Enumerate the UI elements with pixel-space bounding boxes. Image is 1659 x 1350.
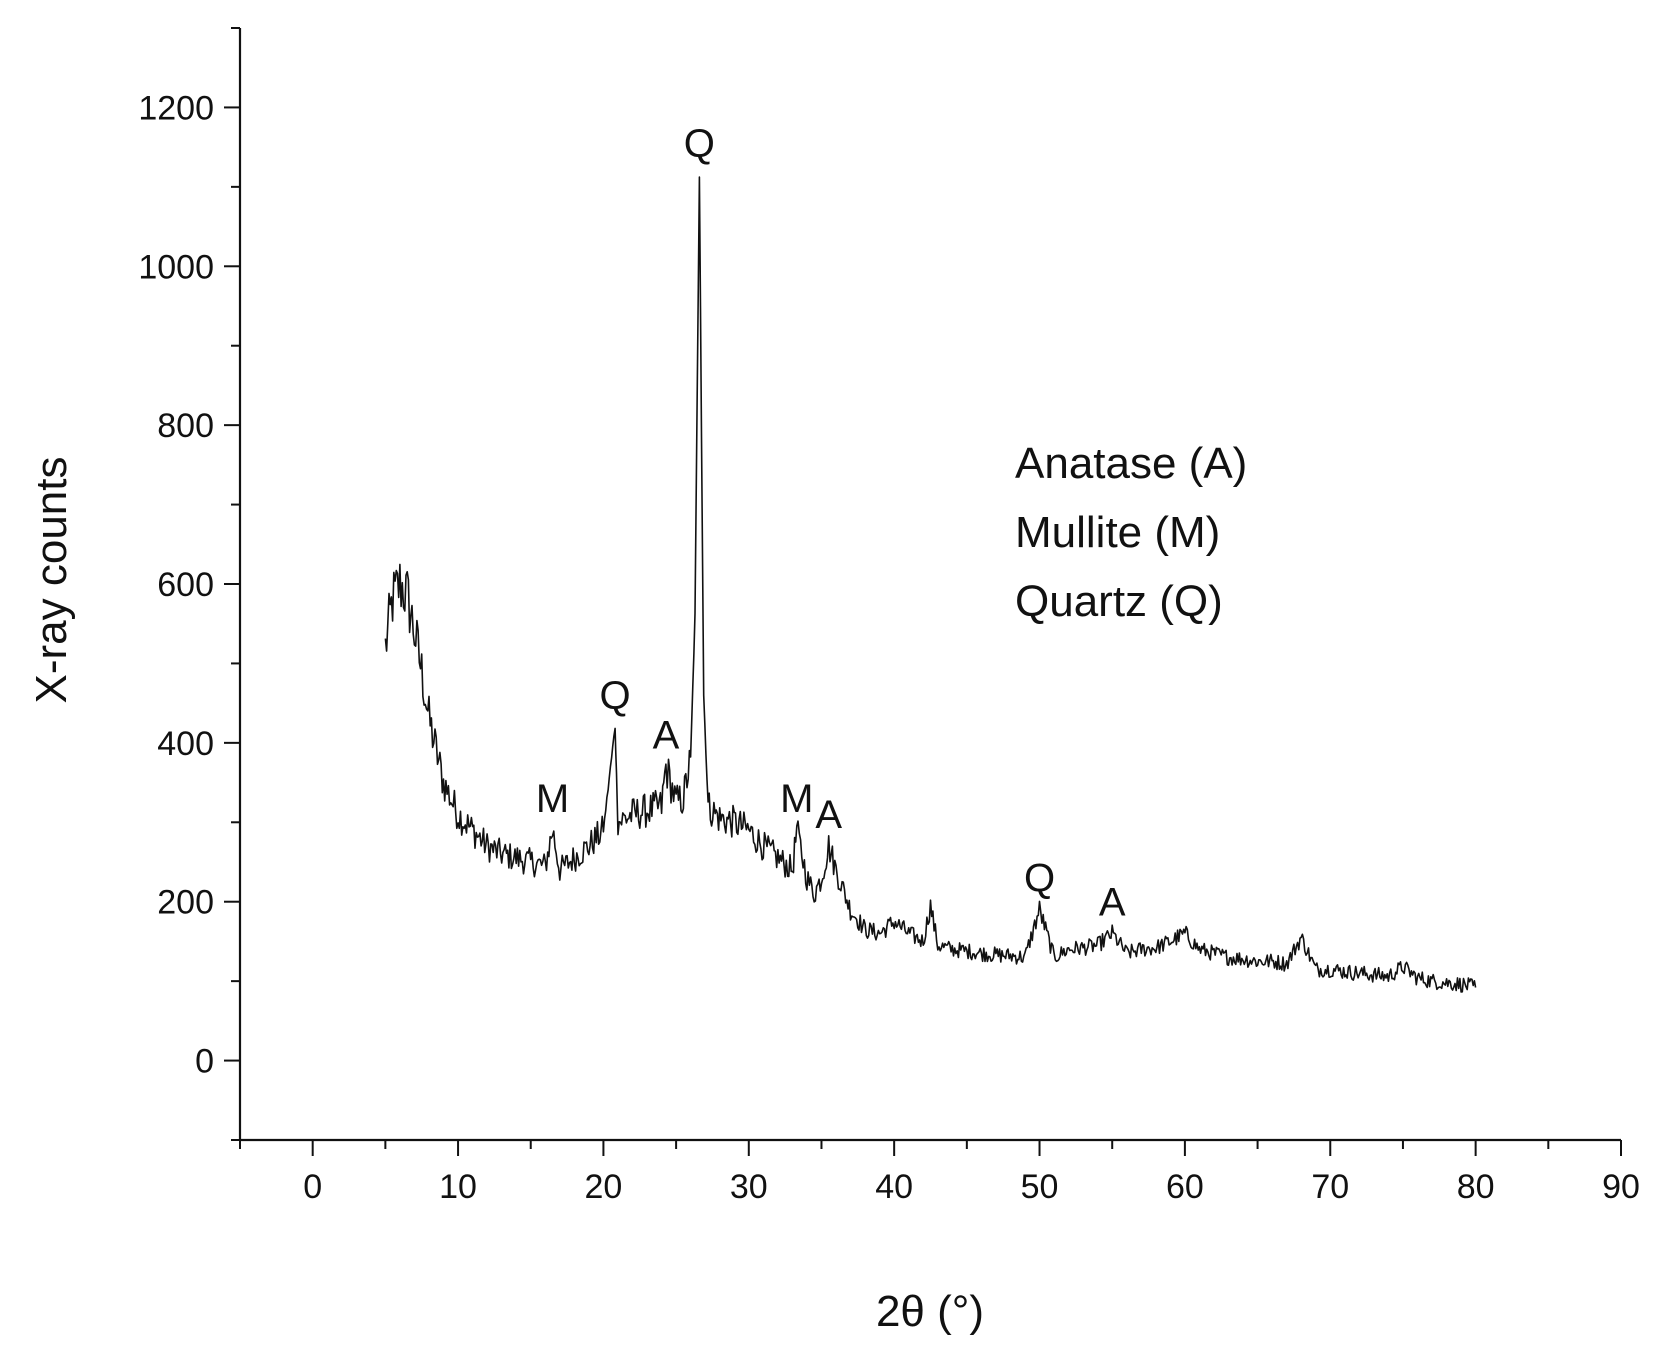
x-axis: 0 10 20 30 40 50 60 70 80 90 xyxy=(239,1138,1640,1206)
x-tick-label: 0 xyxy=(303,1168,322,1206)
peak-label: M xyxy=(780,777,813,821)
series-layer xyxy=(384,176,1477,993)
y-tick-label: 1200 xyxy=(138,89,214,127)
legend-entry-anatase: Anatase (A) xyxy=(1015,439,1247,488)
peak-label: A xyxy=(653,714,680,758)
peak-label: M xyxy=(536,777,569,821)
y-tick-label: 600 xyxy=(157,566,214,604)
x-tick-label: 80 xyxy=(1457,1168,1495,1206)
peak-label: Q xyxy=(684,122,715,166)
legend-entry-quartz: Quartz (Q) xyxy=(1015,577,1223,626)
peak-label: Q xyxy=(599,674,630,718)
legend: Anatase (A) Mullite (M) Quartz (Q) xyxy=(1015,439,1247,626)
x-tick-label: 70 xyxy=(1311,1168,1349,1206)
xrd-pattern-line xyxy=(384,176,1477,993)
x-tick-label: 10 xyxy=(439,1168,477,1206)
y-tick-label: 400 xyxy=(157,725,214,763)
x-tick-label: 40 xyxy=(875,1168,913,1206)
peak-label: A xyxy=(1099,880,1126,924)
peak-label: Q xyxy=(1024,857,1055,901)
x-tick-label: 50 xyxy=(1021,1168,1059,1206)
x-tick-label: 60 xyxy=(1166,1168,1204,1206)
y-tick-label: 1000 xyxy=(138,248,214,286)
y-tick-label: 800 xyxy=(157,407,214,445)
x-tick-label: 30 xyxy=(730,1168,768,1206)
y-axis: 0 200 400 600 800 1000 1200 xyxy=(138,27,242,1141)
x-tick-label: 20 xyxy=(585,1168,623,1206)
x-tick-label: 90 xyxy=(1602,1168,1640,1206)
legend-entry-mullite: Mullite (M) xyxy=(1015,508,1220,557)
peak-label: A xyxy=(815,793,842,837)
y-tick-label: 0 xyxy=(195,1043,214,1081)
y-axis-title: X-ray counts xyxy=(27,457,76,704)
y-tick-label: 200 xyxy=(157,884,214,922)
x-axis-title: 2θ (°) xyxy=(876,1287,984,1336)
